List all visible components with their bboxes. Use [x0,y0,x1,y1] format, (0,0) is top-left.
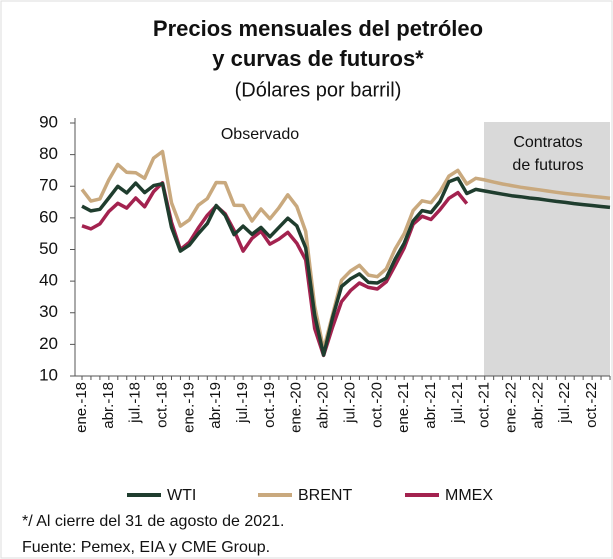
y-tick-label: 90 [39,112,58,131]
x-tick-label: jul.-20 [341,382,358,424]
y-tick-label: 20 [39,334,58,353]
legend-label: WTI [167,487,196,504]
x-tick-label: jul.-19 [234,382,251,424]
chart-title: Precios mensuales del petróleo [153,16,483,41]
y-tick-label: 80 [39,144,58,163]
annotation: Contratos [513,134,582,151]
x-tick-label: abr.-22 [529,382,546,429]
x-tick-label: abr.-19 [207,382,224,429]
y-tick-label: 60 [39,207,58,226]
x-tick-label: jul.-21 [449,382,466,424]
chart-subtitle: (Dólares por barril) [235,79,402,101]
x-tick-label: ene.-21 [395,382,412,433]
x-tick-label: jul.-22 [556,382,573,424]
series-line [81,176,611,357]
x-tick-label: abr.-20 [315,382,332,429]
y-tick-label: 50 [39,239,58,258]
y-tick-label: 30 [39,302,58,321]
chart-title: y curvas de futuros* [212,46,424,71]
x-tick-label: oct.-19 [261,382,278,428]
series-line [80,149,611,352]
x-tick-label: abr.-18 [100,382,117,429]
annotation: Observado [221,126,299,143]
y-tick-label: 70 [39,176,58,195]
source: Fuente: Pemex, EIA y CME Group. [22,539,270,556]
legend-label: MMEX [445,487,493,504]
x-tick-label: oct.-18 [154,382,171,428]
x-tick-label: abr.-21 [422,382,439,429]
x-tick-label: ene.-19 [180,382,197,433]
x-tick-label: oct.-20 [368,382,385,428]
x-tick-label: jul.-18 [127,382,144,424]
y-tick-label: 10 [39,365,58,384]
series-line [81,181,469,358]
x-tick-label: oct.-21 [476,382,493,428]
x-tick-label: ene.-20 [288,382,305,433]
x-tick-label: ene.-18 [73,382,90,433]
annotation: de futuros [512,157,583,174]
legend-label: BRENT [298,487,352,504]
footnote: */ Al cierre del 31 de agosto de 2021. [22,513,284,530]
x-tick-label: oct.-22 [583,382,600,428]
y-tick-label: 40 [39,271,58,290]
futures-region [484,122,610,376]
x-tick-label: ene.-22 [503,382,520,433]
